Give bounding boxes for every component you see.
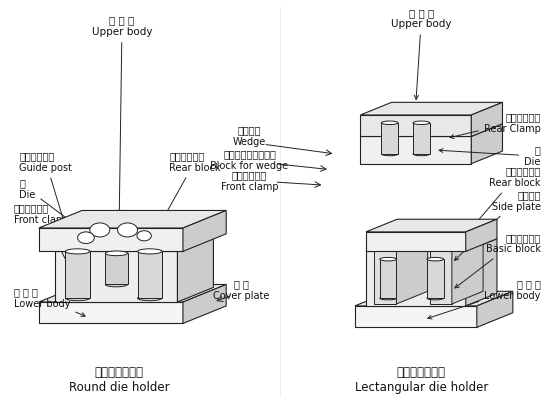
Text: 丸型ダイホルダ
Round die holder: 丸型ダイホルダ Round die holder: [69, 366, 170, 394]
Bar: [427, 259, 444, 298]
Text: ガイドポスト
Guide post: ガイドポスト Guide post: [20, 151, 77, 263]
Text: 基準ブロック
Basic block: 基準ブロック Basic block: [455, 233, 540, 288]
Polygon shape: [374, 237, 428, 250]
Bar: [105, 253, 128, 284]
Polygon shape: [472, 102, 502, 136]
Polygon shape: [366, 232, 466, 251]
Text: 後方ブロック
Rear block: 後方ブロック Rear block: [454, 166, 540, 248]
Polygon shape: [466, 239, 497, 306]
Polygon shape: [355, 291, 513, 306]
Polygon shape: [39, 210, 226, 228]
Bar: [381, 123, 398, 154]
Ellipse shape: [380, 296, 396, 300]
Text: 本 体 上
Upper body: 本 体 上 Upper body: [391, 8, 451, 100]
Polygon shape: [361, 136, 472, 164]
Polygon shape: [374, 250, 396, 304]
Text: ウエッジ
Wedge: ウエッジ Wedge: [233, 126, 266, 147]
Ellipse shape: [105, 282, 128, 287]
Polygon shape: [361, 115, 472, 136]
Polygon shape: [430, 250, 452, 304]
Ellipse shape: [138, 296, 162, 301]
Circle shape: [137, 231, 151, 241]
Circle shape: [78, 232, 94, 244]
Text: 後方ブロック
Rear block: 後方ブロック Rear block: [149, 151, 221, 244]
Polygon shape: [39, 302, 183, 324]
Ellipse shape: [105, 251, 128, 256]
Text: 後方クランプ
Rear Clamp: 後方クランプ Rear Clamp: [450, 112, 540, 138]
Text: 前方クランプ
Front clamp: 前方クランプ Front clamp: [221, 170, 278, 192]
Polygon shape: [355, 306, 477, 327]
Bar: [380, 259, 396, 298]
Polygon shape: [183, 210, 226, 251]
Polygon shape: [472, 124, 502, 164]
Polygon shape: [183, 284, 226, 324]
Text: 前方クランプ
Front clamp: 前方クランプ Front clamp: [14, 204, 81, 291]
Polygon shape: [39, 284, 226, 302]
Polygon shape: [178, 237, 213, 302]
Ellipse shape: [427, 296, 444, 300]
Text: 本 体 下
Lower body: 本 体 下 Lower body: [14, 287, 85, 316]
Polygon shape: [466, 219, 497, 251]
Polygon shape: [452, 237, 483, 304]
Polygon shape: [55, 237, 213, 251]
Bar: [66, 251, 90, 298]
Text: 側面当板
Side plate: 側面当板 Side plate: [455, 190, 540, 260]
Ellipse shape: [381, 152, 398, 156]
Ellipse shape: [413, 152, 430, 156]
Circle shape: [90, 223, 110, 237]
Polygon shape: [477, 291, 513, 327]
Ellipse shape: [66, 249, 90, 254]
Text: 本 体 下
Lower body: 本 体 下 Lower body: [428, 280, 540, 319]
Ellipse shape: [380, 258, 396, 261]
Polygon shape: [361, 124, 502, 136]
Text: 型
Die: 型 Die: [20, 178, 108, 249]
Ellipse shape: [381, 121, 398, 124]
Ellipse shape: [427, 258, 444, 261]
Ellipse shape: [138, 249, 162, 254]
Ellipse shape: [413, 121, 430, 124]
Circle shape: [118, 223, 138, 237]
Polygon shape: [366, 251, 466, 306]
Bar: [138, 251, 162, 298]
Polygon shape: [39, 228, 183, 251]
Polygon shape: [361, 102, 502, 115]
Polygon shape: [55, 251, 178, 302]
Polygon shape: [396, 237, 428, 304]
Text: 本 体 上
Upper body: 本 体 上 Upper body: [92, 16, 152, 214]
Polygon shape: [366, 239, 497, 251]
Text: 敷 板
Cover plate: 敷 板 Cover plate: [213, 280, 269, 301]
Text: 角型ダイホルダ
Lectangular die holder: 角型ダイホルダ Lectangular die holder: [354, 366, 488, 394]
Text: 型
Die: 型 Die: [439, 145, 540, 167]
Text: ウエッジ用ブロック
Block for wedge: ウエッジ用ブロック Block for wedge: [211, 149, 288, 171]
Polygon shape: [366, 219, 497, 232]
Ellipse shape: [66, 296, 90, 301]
Polygon shape: [430, 237, 483, 250]
Bar: [413, 123, 430, 154]
